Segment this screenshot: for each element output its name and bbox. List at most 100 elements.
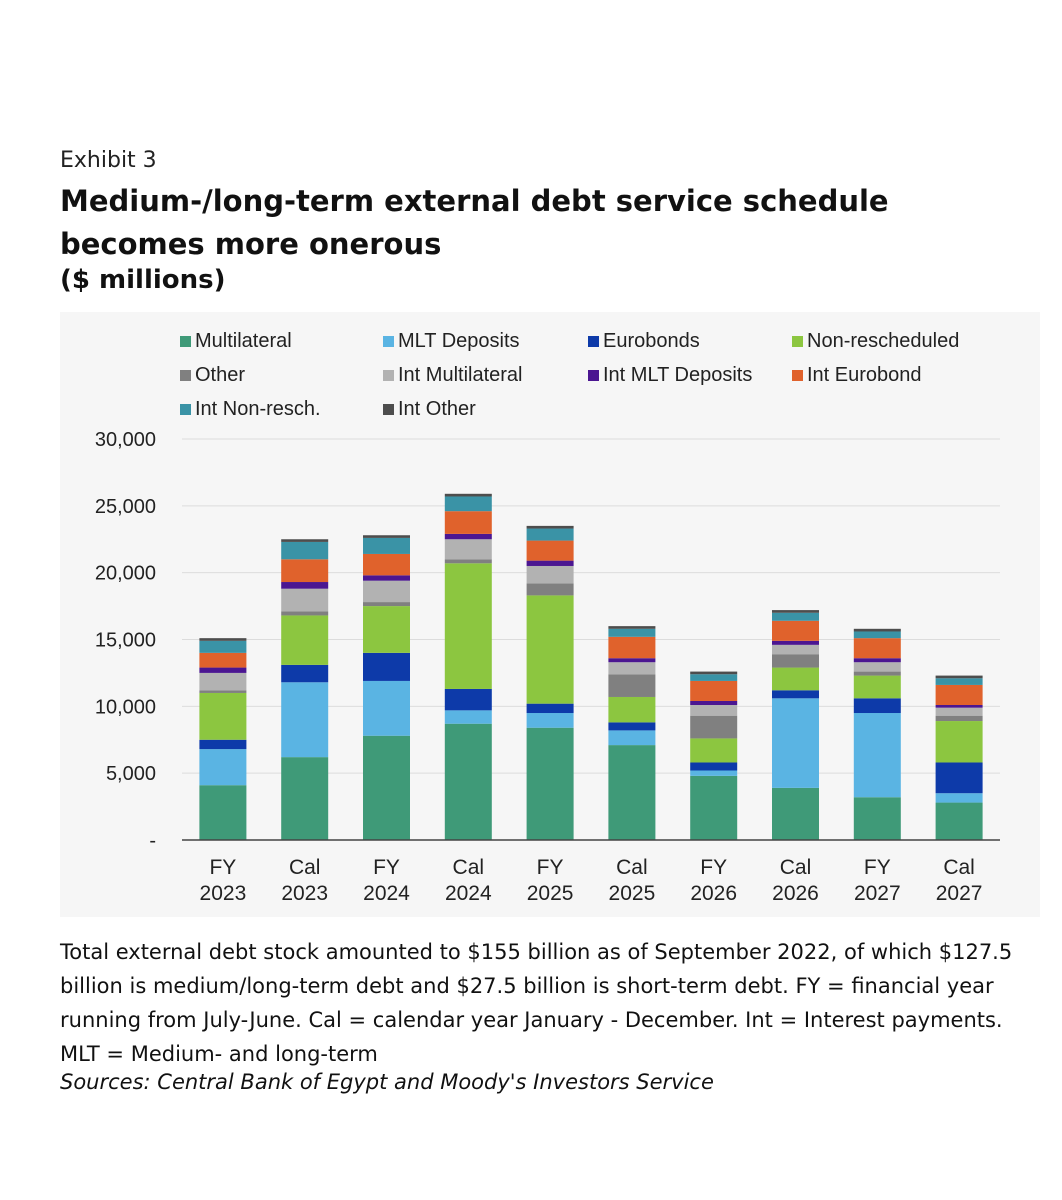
chart-area: Multilateral MLT Deposits Eurobonds Non-res… bbox=[60, 312, 1040, 917]
bar-segment-mlt-deposits bbox=[444, 710, 492, 724]
legend-swatch bbox=[180, 404, 191, 415]
legend-swatch bbox=[383, 336, 394, 347]
bar-segment-int-mlt-deposits bbox=[935, 704, 983, 708]
bar-segment-non-rescheduled bbox=[608, 696, 656, 723]
bar-segment-int-non-resch bbox=[853, 631, 901, 639]
x-tick-label: 2026 bbox=[772, 882, 819, 905]
bar-segment-int-mlt-deposits bbox=[853, 658, 901, 663]
bar-segment-mlt-deposits bbox=[199, 749, 247, 786]
footnote: Total external debt stock amounted to $1… bbox=[60, 935, 1045, 1071]
bar-segment-other bbox=[526, 583, 574, 596]
bar-segment-int-other bbox=[772, 610, 819, 613]
bar-segment-other bbox=[199, 690, 247, 693]
y-tick-label: 15,000 bbox=[95, 630, 156, 652]
legend-item: MLT Deposits bbox=[383, 330, 520, 353]
bar-segment-int-eurobond bbox=[281, 559, 329, 583]
bar-segment-int-non-resch bbox=[444, 496, 492, 512]
x-tick-label: Cal bbox=[453, 856, 485, 879]
bar-segment-non-rescheduled bbox=[935, 721, 983, 763]
legend-item: Non-rescheduled bbox=[792, 330, 959, 353]
bar-segment-int-non-resch bbox=[526, 528, 574, 541]
y-tick-label: - bbox=[149, 830, 156, 852]
x-tick-label: 2024 bbox=[363, 882, 410, 905]
bar-segment-int-multilateral bbox=[935, 707, 983, 716]
legend-swatch bbox=[180, 370, 191, 381]
x-tick-label: 2023 bbox=[200, 882, 247, 905]
legend-item: Int Other bbox=[383, 398, 476, 421]
x-tick-label: FY bbox=[373, 856, 400, 879]
legend-item: Int Multilateral bbox=[383, 364, 523, 387]
legend-label: Multilateral bbox=[195, 330, 292, 352]
y-tick-label: 5,000 bbox=[106, 763, 156, 785]
bar-segment-non-rescheduled bbox=[363, 606, 410, 653]
footnote-line-3: running from July-June. Cal = calendar y… bbox=[60, 1008, 1003, 1032]
x-tick-label: 2024 bbox=[445, 882, 492, 905]
x-tick-label: FY bbox=[209, 856, 236, 879]
bar-segment-mlt-deposits bbox=[853, 713, 901, 798]
x-tick-label: FY bbox=[537, 856, 564, 879]
bar-segment-int-eurobond bbox=[444, 511, 492, 534]
bar-segment-int-other bbox=[281, 539, 329, 542]
bar-segment-multilateral bbox=[526, 727, 574, 840]
bar-segment-non-rescheduled bbox=[853, 675, 901, 699]
bar-segment-int-multilateral bbox=[199, 672, 247, 691]
legend-swatch bbox=[588, 336, 599, 347]
stacked-bar-chart: - 5,000 10,000 15,000 20,000 25,000 30,000 FY 20… bbox=[95, 429, 1000, 905]
y-tick-label: 25,000 bbox=[95, 496, 156, 518]
bar-segment-int-non-resch bbox=[281, 541, 329, 560]
bar-segment-multilateral bbox=[772, 787, 819, 840]
bar-segment-int-other bbox=[444, 493, 492, 497]
bar-segment-multilateral bbox=[853, 797, 901, 840]
legend-item: Int Eurobond bbox=[792, 364, 922, 387]
bar-segment-int-other bbox=[853, 628, 901, 632]
bar-segment-mlt-deposits bbox=[281, 682, 329, 758]
bar-segment-int-mlt-deposits bbox=[608, 658, 656, 663]
bar-segment-mlt-deposits bbox=[608, 730, 656, 746]
y-tick-label: 30,000 bbox=[95, 429, 156, 451]
bar-segment-int-eurobond bbox=[526, 540, 574, 561]
bar-segment-int-eurobond bbox=[690, 680, 738, 701]
bar-segment-mlt-deposits bbox=[772, 698, 819, 788]
bar-segment-int-multilateral bbox=[444, 539, 492, 560]
bar-segment-int-other bbox=[526, 525, 574, 529]
legend-label: Int MLT Deposits bbox=[603, 364, 753, 386]
bar-segment-multilateral bbox=[608, 745, 656, 840]
legend-label: Non-rescheduled bbox=[807, 330, 960, 352]
bar-segment-eurobonds bbox=[935, 762, 983, 794]
bar-segment-int-non-resch bbox=[363, 537, 410, 554]
footnote-line-2: billion is medium/long-term debt and $27… bbox=[60, 974, 994, 998]
bar-segment-int-mlt-deposits bbox=[772, 640, 819, 645]
x-tick-label: Cal bbox=[616, 856, 648, 879]
bar-segment-int-eurobond bbox=[199, 652, 247, 668]
legend-swatch bbox=[383, 370, 394, 381]
x-tick-label: 2025 bbox=[609, 882, 656, 905]
legend-item: Eurobonds bbox=[588, 330, 700, 353]
bar-segment-non-rescheduled bbox=[526, 595, 574, 704]
bar-segment-int-multilateral bbox=[853, 662, 901, 672]
bar-segment-non-rescheduled bbox=[690, 738, 738, 763]
bar-segment-int-mlt-deposits bbox=[444, 533, 492, 540]
legend-label: Int Multilateral bbox=[398, 364, 523, 386]
bar-segment-eurobonds bbox=[444, 688, 492, 711]
legend-swatch bbox=[383, 404, 394, 415]
bar-segment-other bbox=[444, 559, 492, 564]
legend-swatch bbox=[588, 370, 599, 381]
bar-segment-other bbox=[935, 715, 983, 722]
x-tick-label: 2025 bbox=[527, 882, 574, 905]
legend-label: Other bbox=[195, 364, 246, 386]
bar-segment-multilateral bbox=[935, 802, 983, 840]
bar-segment-int-multilateral bbox=[690, 704, 738, 716]
x-tick-label: 2027 bbox=[854, 882, 901, 905]
bar-segment-multilateral bbox=[444, 723, 492, 840]
bar-segment-other bbox=[281, 611, 329, 616]
bar-segment-int-mlt-deposits bbox=[199, 667, 247, 673]
bar-segment-int-eurobond bbox=[363, 553, 410, 576]
x-tick-label: Cal bbox=[780, 856, 812, 879]
bar-segment-eurobonds bbox=[853, 698, 901, 714]
bar-segment-int-mlt-deposits bbox=[281, 582, 329, 589]
bar-segment-non-rescheduled bbox=[444, 563, 492, 689]
bar-segment-int-non-resch bbox=[199, 640, 247, 653]
bar-segment-eurobonds bbox=[690, 762, 738, 771]
bar-segment-int-other bbox=[363, 535, 410, 538]
bar-segment-mlt-deposits bbox=[690, 770, 738, 776]
